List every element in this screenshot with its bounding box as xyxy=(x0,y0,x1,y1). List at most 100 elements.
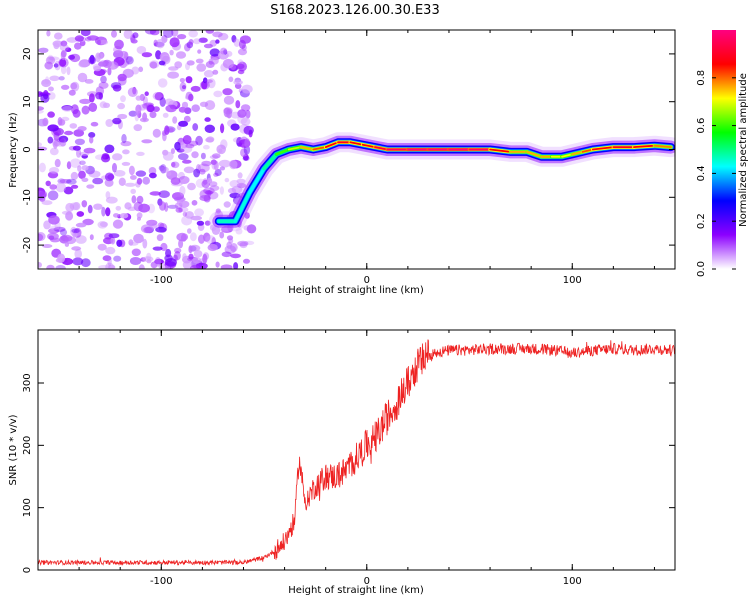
noise-blob xyxy=(66,178,77,185)
noise-blob xyxy=(74,249,82,259)
noise-blob xyxy=(49,75,60,82)
noise-blob xyxy=(79,98,91,104)
noise-blob xyxy=(201,160,212,167)
noise-blob xyxy=(75,222,87,228)
noise-blob xyxy=(115,205,122,211)
noise-blob xyxy=(86,184,95,189)
noise-blob xyxy=(143,226,153,234)
ridge-core xyxy=(300,146,315,151)
noise-blob xyxy=(49,225,60,231)
noise-blob xyxy=(77,126,87,132)
spectrogram-x-axis-label: Height of straight line (km) xyxy=(288,285,424,296)
spectrogram-heatmap xyxy=(38,30,675,269)
noise-blob xyxy=(59,44,69,52)
noise-blob xyxy=(72,257,84,266)
noise-blob xyxy=(81,177,89,182)
noise-blob xyxy=(199,189,211,199)
noise-blob xyxy=(112,219,124,229)
noise-blob xyxy=(171,30,179,37)
noise-blob xyxy=(171,161,180,169)
noise-blob xyxy=(116,239,123,247)
noise-blob xyxy=(97,221,108,229)
noise-blob xyxy=(72,145,81,151)
noise-blob xyxy=(68,54,75,60)
noise-blob xyxy=(58,76,65,81)
noise-blob xyxy=(166,170,178,180)
noise-blob xyxy=(159,97,166,107)
noise-blob xyxy=(102,255,112,262)
noise-blob xyxy=(178,120,189,127)
noise-blob xyxy=(38,47,49,53)
noise-blob xyxy=(125,56,134,65)
noise-blob xyxy=(211,225,221,235)
noise-blob xyxy=(158,60,166,66)
noise-blob xyxy=(138,203,151,213)
noise-blob xyxy=(41,79,52,88)
noise-blob xyxy=(194,208,205,217)
noise-blob xyxy=(48,92,56,100)
noise-blob xyxy=(120,141,132,147)
noise-blob xyxy=(202,178,208,185)
noise-blob xyxy=(110,236,116,245)
noise-blob xyxy=(203,70,214,78)
noise-blob xyxy=(223,95,235,105)
noise-blob xyxy=(179,82,187,92)
noise-blob xyxy=(48,228,60,234)
noise-blob xyxy=(149,172,157,179)
noise-blob xyxy=(99,39,109,45)
noise-blob xyxy=(229,159,238,170)
noise-blob xyxy=(203,43,213,49)
noise-blob xyxy=(174,247,182,254)
noise-blob xyxy=(136,151,145,156)
noise-blob xyxy=(190,232,197,242)
noise-blob xyxy=(71,228,80,234)
noise-blob xyxy=(105,119,114,127)
noise-blob xyxy=(135,95,142,101)
noise-blob xyxy=(236,63,245,70)
noise-blob xyxy=(218,159,231,168)
snr-y-tick-label: 100 xyxy=(22,498,33,517)
noise-blob xyxy=(47,54,54,63)
noise-blob xyxy=(38,142,43,147)
noise-blob xyxy=(144,30,157,35)
noise-blob xyxy=(203,79,213,84)
noise-blob xyxy=(138,66,144,73)
noise-blob xyxy=(136,212,143,219)
noise-blob xyxy=(149,111,157,119)
noise-blob xyxy=(112,84,122,92)
noise-blob xyxy=(88,102,98,113)
noise-blob xyxy=(87,35,99,41)
noise-blob xyxy=(198,37,208,43)
noise-blob xyxy=(69,123,78,129)
noise-blob xyxy=(89,136,94,144)
spectrogram-y-axis-label: Frequency (Hz) xyxy=(8,112,19,188)
noise-blob xyxy=(57,117,63,126)
noise-blob xyxy=(141,52,153,58)
noise-blob xyxy=(104,172,115,182)
snr-series-line xyxy=(38,339,675,567)
noise-blob xyxy=(239,241,248,249)
noise-blob xyxy=(233,38,241,47)
colorbar: 0.0 0.2 0.4 0.6 0.8 Normalized spectral ampl… xyxy=(696,30,749,277)
noise-blob xyxy=(38,262,42,268)
noise-blob xyxy=(42,117,49,127)
noise-blob xyxy=(186,60,195,66)
noise-blob xyxy=(44,61,53,70)
noise-blob xyxy=(162,151,174,161)
noise-blob xyxy=(47,190,59,201)
noise-blob xyxy=(191,151,199,159)
noise-blob xyxy=(237,109,247,118)
noise-blob xyxy=(92,177,104,185)
noise-blob xyxy=(242,155,250,161)
noise-blob xyxy=(159,201,166,211)
spectrogram-x-tick-label: -100 xyxy=(150,275,173,286)
noise-blob xyxy=(42,244,53,248)
noise-blob xyxy=(220,123,225,134)
noise-blob xyxy=(107,61,119,70)
noise-blob xyxy=(120,95,126,103)
noise-blob xyxy=(152,92,162,101)
noise-blob xyxy=(66,66,71,76)
noise-blob xyxy=(187,182,196,191)
noise-blob xyxy=(182,211,188,217)
